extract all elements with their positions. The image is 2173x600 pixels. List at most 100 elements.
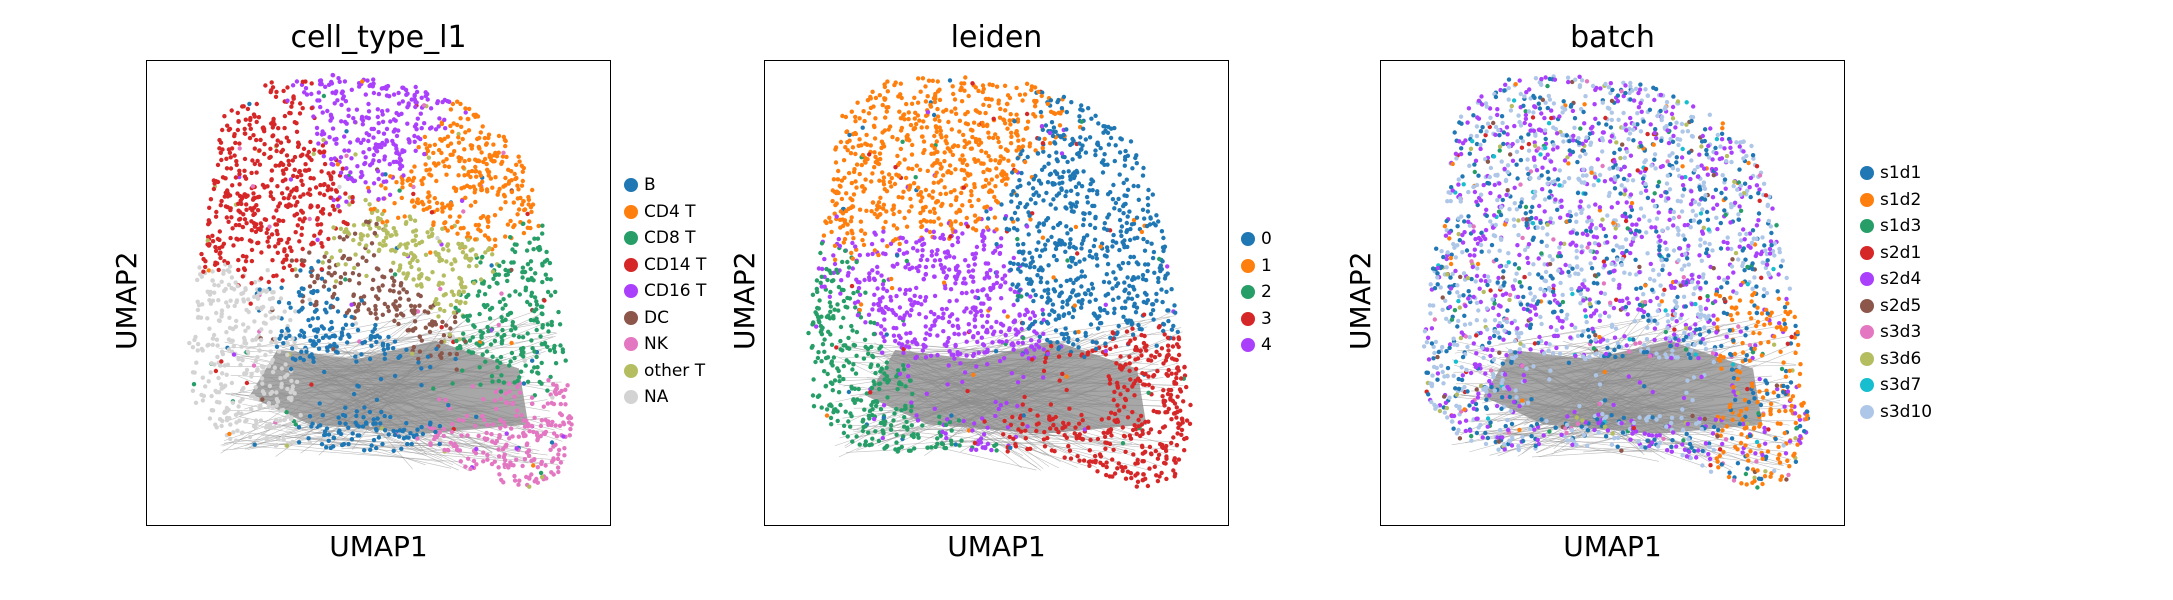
cell-point (524, 248, 530, 253)
cell-point (527, 429, 532, 434)
cell-point (861, 356, 867, 361)
cell-point (900, 342, 905, 347)
cell-point (396, 101, 402, 106)
cell-point (1098, 146, 1103, 151)
cell-point (221, 271, 226, 276)
cell-point (292, 340, 297, 345)
cell-point (1122, 193, 1127, 198)
cell-point (993, 132, 998, 137)
cell-point (1140, 428, 1145, 433)
cell-point (397, 166, 403, 171)
cell-point (875, 161, 880, 166)
cell-point (1105, 162, 1110, 167)
cell-point (889, 175, 894, 181)
cell-point (353, 354, 358, 359)
cell-point (378, 376, 384, 382)
cell-point (334, 136, 339, 142)
cell-point (815, 289, 820, 295)
cell-point (918, 294, 923, 300)
cell-point (1121, 314, 1126, 319)
cell-point (1135, 457, 1140, 463)
cell-point (315, 276, 320, 281)
cell-point (970, 428, 975, 433)
cell-point (210, 233, 215, 238)
cell-point (368, 310, 373, 316)
cell-point (923, 187, 929, 193)
cell-point (515, 196, 520, 201)
cell-point (365, 78, 370, 83)
cell-point (380, 441, 385, 447)
cell-point (1109, 410, 1114, 415)
cell-point (869, 209, 874, 214)
cell-point (242, 156, 248, 162)
cell-point (217, 229, 222, 234)
cell-point (392, 318, 397, 324)
cell-point (982, 243, 987, 248)
cell-point (881, 202, 887, 207)
cell-point (1016, 282, 1021, 287)
cell-point (961, 418, 966, 424)
cell-point (375, 169, 381, 174)
cell-point (249, 228, 254, 233)
cell-point (1144, 343, 1149, 348)
cell-point (288, 305, 293, 310)
cell-point (1014, 85, 1019, 91)
cell-point (1020, 402, 1025, 407)
cell-point (294, 273, 299, 278)
cell-point (413, 148, 418, 153)
cell-point (896, 173, 902, 178)
cell-point (995, 200, 1001, 205)
cell-point (923, 204, 928, 210)
cell-point (320, 260, 325, 265)
cell-point (891, 206, 896, 211)
cell-point (1187, 421, 1193, 426)
cell-point (1026, 181, 1032, 186)
cell-point (224, 166, 230, 171)
cell-point (838, 324, 844, 330)
cell-point (865, 142, 870, 147)
cell-point (1089, 281, 1095, 287)
cell-point (397, 290, 402, 295)
cell-point (1011, 255, 1016, 261)
cell-point (545, 388, 550, 393)
cell-point (1133, 310, 1139, 315)
cell-point (338, 170, 344, 175)
cell-point (510, 401, 515, 407)
cell-point (343, 322, 349, 327)
cell-point (510, 320, 515, 325)
cell-point (534, 316, 539, 321)
cell-point (1127, 209, 1132, 214)
cell-point (918, 210, 923, 216)
cell-point (317, 401, 322, 406)
cell-point (563, 402, 568, 407)
cell-point (492, 338, 498, 344)
cell-point (450, 381, 455, 386)
cell-point (504, 431, 509, 436)
cell-point (1133, 366, 1139, 372)
legend-swatch (624, 204, 638, 219)
cell-point (521, 221, 526, 226)
cell-point (430, 231, 435, 237)
cell-point (300, 299, 305, 304)
cell-point (391, 117, 397, 122)
cell-point (440, 226, 445, 231)
cell-point (868, 364, 873, 370)
cell-point (539, 360, 544, 366)
cell-point (871, 302, 876, 307)
cell-point (515, 384, 520, 390)
cell-point (1141, 312, 1147, 317)
cell-point (845, 305, 850, 310)
cell-point (245, 349, 251, 354)
cell-point (897, 160, 902, 166)
cell-point (237, 171, 242, 177)
cell-point (841, 315, 846, 321)
cell-point (516, 434, 521, 439)
cell-point (521, 199, 526, 204)
cell-point (287, 263, 292, 268)
cell-point (283, 203, 289, 208)
cell-point (249, 170, 254, 176)
cell-point (273, 443, 279, 448)
cell-point (320, 211, 326, 216)
cell-point (525, 277, 531, 282)
cell-point (1173, 310, 1178, 315)
